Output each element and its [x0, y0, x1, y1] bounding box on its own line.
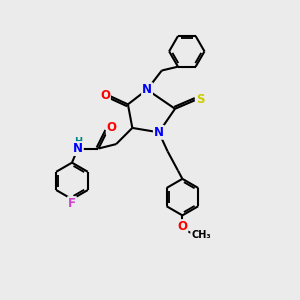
Text: N: N — [142, 83, 152, 96]
Text: N: N — [73, 142, 83, 155]
Text: H: H — [74, 137, 82, 147]
Text: N: N — [154, 126, 164, 139]
Text: S: S — [196, 93, 204, 106]
Text: O: O — [177, 220, 188, 233]
Text: CH₃: CH₃ — [191, 230, 211, 239]
Text: O: O — [107, 122, 117, 134]
Text: F: F — [68, 197, 76, 210]
Text: O: O — [100, 89, 110, 102]
